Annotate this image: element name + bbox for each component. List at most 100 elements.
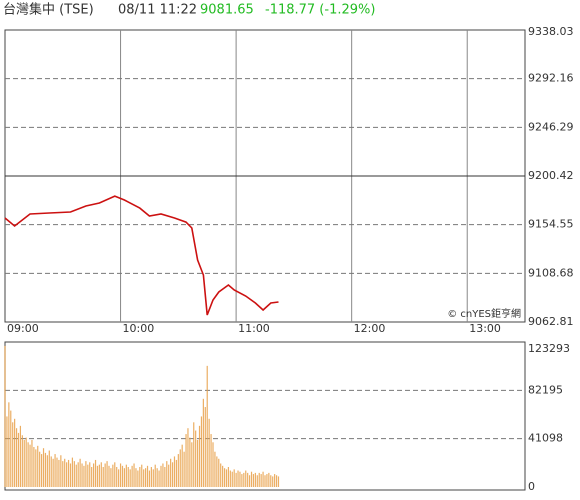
volume-bar: [83, 465, 85, 487]
volume-bar: [108, 465, 110, 487]
volume-bar: [6, 416, 8, 487]
volume-bar: [40, 454, 43, 487]
volume-bar: [54, 454, 56, 487]
volume-bar: [94, 459, 97, 487]
volume-bar: [250, 471, 253, 487]
volume-bar: [116, 467, 118, 487]
volume-bar: [166, 461, 168, 487]
volume-bar: [193, 422, 195, 487]
volume-bar: [258, 472, 260, 487]
volume-bar: [35, 449, 37, 487]
volume-bar: [135, 468, 137, 487]
volume-bar: [60, 455, 62, 487]
volume-bar: [245, 470, 247, 487]
volume-bar: [12, 422, 14, 487]
index-title: 台灣集中 (TSE): [3, 2, 94, 18]
volume-bar: [256, 475, 258, 487]
volume-bar: [10, 410, 12, 487]
volume-bar: [17, 432, 20, 487]
volume-bar: [143, 469, 145, 487]
volume-bar: [202, 398, 204, 487]
volume-bar: [196, 439, 199, 487]
volume-bar: [73, 461, 75, 487]
volume-bar: [114, 462, 116, 487]
volume-bar: [8, 402, 10, 487]
volume-bar: [14, 418, 16, 487]
volume-bar: [87, 464, 89, 487]
volume-bar: [214, 451, 216, 487]
volume-bar: [127, 467, 129, 487]
volume-bar: [146, 465, 149, 487]
volume-bar: [21, 435, 23, 487]
volume-bar: [110, 468, 112, 487]
volume-bar: [262, 471, 264, 487]
volume-bar: [98, 464, 100, 487]
volume-bar: [129, 469, 131, 487]
volume-bar: [247, 472, 249, 487]
y-tick-label: 9154.55: [528, 218, 574, 231]
volume-bar: [272, 476, 274, 487]
volume-bar: [131, 465, 133, 487]
volume-panel: [4, 341, 526, 491]
volume-bar: [170, 458, 172, 487]
volume-bar: [85, 461, 87, 487]
y-tick-label: 82195: [528, 383, 563, 396]
volume-bar: [37, 445, 39, 487]
volume-bar: [252, 474, 255, 487]
volume-bar: [139, 467, 141, 487]
volume-bar: [125, 464, 127, 487]
volume-bar: [23, 439, 25, 487]
volume-bar: [25, 437, 27, 487]
x-tick-label: 13:00: [469, 322, 501, 335]
volume-bar: [277, 476, 280, 487]
volume-bar: [15, 428, 18, 487]
volume-bar: [233, 469, 235, 487]
volume-bar: [183, 451, 185, 487]
y-tick-label: 9246.29: [528, 120, 574, 133]
volume-bar: [75, 464, 77, 487]
volume-bar: [260, 474, 262, 487]
volume-bar: [220, 463, 222, 487]
timestamp: 08/11 11:22: [118, 3, 197, 18]
volume-bar: [92, 463, 95, 487]
volume-bar: [121, 465, 124, 487]
volume-bar: [67, 459, 70, 487]
volume-bar: [144, 468, 147, 487]
volume-bar: [133, 463, 135, 487]
volume-bar: [118, 469, 120, 487]
y-tick-label: 0: [528, 480, 535, 493]
volume-bar: [222, 465, 224, 487]
watermark: © cnYES鉅亨網: [447, 307, 521, 320]
price-line: [4, 195, 279, 316]
volume-bar: [164, 467, 166, 487]
volume-bar: [66, 462, 68, 487]
volume-bar: [56, 457, 58, 487]
volume-bar: [223, 468, 226, 487]
volume-bar: [71, 457, 74, 487]
volume-bar: [79, 458, 81, 487]
volume-bar: [160, 465, 162, 487]
volume-bar: [156, 468, 158, 487]
volume-bar: [218, 458, 220, 487]
volume-bar: [195, 430, 197, 487]
volume-bar: [48, 450, 50, 487]
volume-bar: [229, 470, 231, 487]
volume-bar: [171, 462, 174, 487]
volume-bar: [206, 365, 208, 487]
volume-bar: [39, 451, 41, 487]
volume-bar: [152, 469, 154, 487]
volume-bar: [62, 461, 64, 487]
volume-bar: [274, 474, 276, 487]
volume-bar: [191, 442, 193, 487]
x-tick-label: 11:00: [238, 322, 270, 335]
last-price: 9081.65: [200, 3, 254, 18]
volume-bar: [198, 425, 201, 487]
volume-bar: [227, 467, 230, 487]
y-tick-label: 9292.16: [528, 72, 574, 85]
volume-bar: [148, 470, 151, 487]
volume-bar: [42, 448, 45, 487]
volume-bar: [119, 463, 122, 487]
volume-bar: [225, 469, 228, 487]
y-tick-label: 9338.03: [528, 25, 574, 38]
